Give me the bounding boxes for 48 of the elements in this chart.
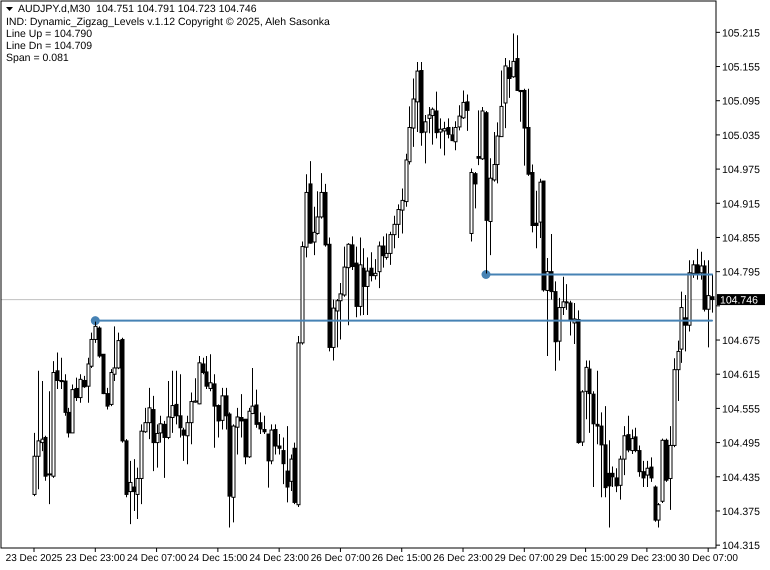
x-tick-label: 29 Dec 15:00	[556, 553, 616, 564]
candlestick	[608, 440, 612, 528]
x-tick-label: 29 Dec 23:00	[617, 553, 678, 564]
candlestick	[78, 374, 82, 404]
y-tick-label: 104.315	[722, 540, 760, 552]
y-tick-label: 104.915	[722, 198, 760, 210]
x-tick-label: 23 Dec 23:00	[66, 553, 126, 564]
y-tick-label: 104.795	[722, 266, 760, 279]
annotation: Line Dn = 104.709	[6, 40, 92, 52]
candlestick	[610, 466, 614, 488]
x-tick-label: 24 Dec 15:00	[188, 553, 248, 564]
x-tick-label: 23 Dec 2025	[6, 553, 63, 564]
candlestick	[366, 256, 370, 316]
text: IND: Dynamic_Zigzag_Levels v.1.12 Copyright © 2025, Aleh Sasonka	[6, 16, 330, 28]
ref-line-label: 104.746	[720, 294, 758, 307]
y-tick-label: 104.975	[722, 164, 760, 176]
y-tick-label: 104.435	[722, 472, 760, 484]
y-tick-label: 105.095	[722, 96, 760, 108]
x-tick-label: 30 Dec 07:00	[678, 553, 738, 564]
y-tick-label: 104.855	[722, 232, 760, 244]
x-tick-label: 24 Dec 07:00	[126, 553, 187, 564]
candlestick	[476, 110, 480, 166]
candlestick	[382, 236, 386, 268]
candlestick	[466, 94, 470, 132]
x-tick-label: 26 Dec 07:00	[310, 553, 371, 564]
candlestick	[204, 355, 208, 390]
y-tick-label: 104.675	[722, 335, 760, 348]
annotation: Span = 0.081	[6, 52, 69, 64]
chart-title: AUDJPY.d,M30 104.751 104.791 104.723 104.746	[18, 3, 257, 15]
x-tick-label: 26 Dec 23:00	[433, 553, 494, 564]
y-tick-label: 104.495	[722, 438, 760, 450]
candlestick	[162, 420, 166, 478]
candlestick	[286, 426, 290, 503]
y-tick-label: 104.615	[722, 369, 760, 382]
x-tick-label: 24 Dec 23:00	[249, 553, 310, 564]
y-tick-label: 104.555	[722, 403, 760, 416]
y-tick-label: 105.035	[722, 130, 760, 142]
annotation: Line Up = 104.790	[6, 28, 92, 40]
candlestick	[696, 248, 700, 280]
candlestick	[706, 260, 710, 348]
candlestick	[362, 248, 366, 316]
y-tick-label: 104.375	[722, 506, 760, 518]
candlestick	[646, 460, 650, 488]
y-tick-label: 105.155	[722, 62, 760, 74]
x-tick-label: 29 Dec 07:00	[494, 553, 554, 564]
candlestick	[442, 121, 446, 156]
y-tick-label: 105.215	[722, 27, 760, 40]
x-tick-label: 26 Dec 15:00	[372, 553, 432, 564]
